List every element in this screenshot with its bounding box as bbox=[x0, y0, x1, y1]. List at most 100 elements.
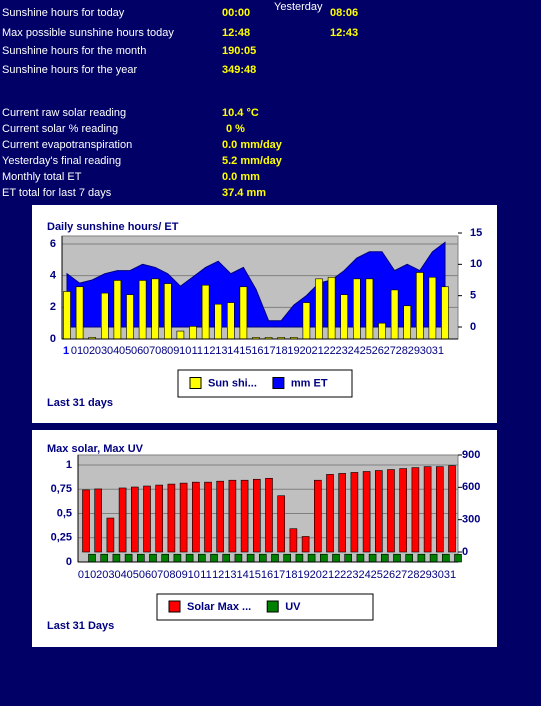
bar bbox=[319, 553, 328, 563]
y2-tick-label: 15 bbox=[470, 227, 482, 239]
bar bbox=[222, 553, 230, 563]
bar bbox=[454, 553, 462, 563]
bar bbox=[143, 485, 151, 553]
bar bbox=[94, 488, 102, 553]
stat-value: 12:48 bbox=[222, 27, 251, 39]
x-tick-label: 22 bbox=[334, 569, 346, 581]
y-tick-label: 0 bbox=[66, 556, 72, 568]
y-tick-label: 6 bbox=[50, 238, 56, 250]
legend-box bbox=[156, 593, 374, 621]
x-tick-label: 18 bbox=[285, 569, 297, 581]
bar bbox=[234, 553, 243, 563]
bar bbox=[403, 305, 412, 340]
stat-value: 0.0 mm bbox=[222, 171, 260, 183]
bar bbox=[338, 473, 347, 553]
stat-label: Current raw solar reading bbox=[2, 107, 127, 119]
bar bbox=[101, 292, 109, 340]
legend-label: Sun shi... bbox=[208, 377, 257, 389]
x-tick-label: 08 bbox=[155, 345, 167, 357]
bar bbox=[332, 553, 340, 563]
yesterday-header: Yesterday bbox=[274, 1, 323, 13]
bar bbox=[271, 553, 279, 563]
bar bbox=[173, 553, 182, 563]
bar bbox=[149, 553, 157, 563]
legend-swatch bbox=[266, 600, 279, 613]
bar bbox=[63, 291, 71, 340]
legend-swatch bbox=[168, 600, 181, 613]
x-tick-label: 31 bbox=[432, 345, 444, 357]
bar bbox=[441, 286, 449, 340]
x-tick-label: 25 bbox=[371, 569, 383, 581]
bar bbox=[204, 481, 212, 553]
bar bbox=[189, 326, 197, 340]
bar bbox=[164, 283, 172, 340]
y2-tick-label: 600 bbox=[462, 481, 480, 493]
x-tick-label: 21 bbox=[322, 569, 334, 581]
stat-value: 00:00 bbox=[222, 7, 251, 19]
bar bbox=[258, 553, 267, 563]
x-tick-label: 19 bbox=[297, 569, 309, 581]
stat-value: 349:48 bbox=[222, 64, 257, 76]
bar bbox=[365, 278, 374, 340]
bar bbox=[137, 553, 145, 563]
stat-yesterday: 08:06 bbox=[330, 7, 359, 19]
bar bbox=[246, 553, 255, 563]
x-tick-label: 26 bbox=[383, 569, 395, 581]
bar bbox=[405, 553, 414, 563]
stat-label: Current solar % reading bbox=[2, 123, 119, 135]
bar bbox=[277, 495, 286, 553]
x-tick-label: 16 bbox=[261, 569, 273, 581]
x-tick-label: 15 bbox=[239, 345, 251, 357]
bar bbox=[167, 483, 176, 553]
x-tick-label: 26 bbox=[372, 345, 384, 357]
bar bbox=[198, 553, 206, 563]
bar bbox=[393, 553, 401, 563]
bar bbox=[313, 479, 322, 553]
legend-label: mm ET bbox=[291, 377, 328, 389]
x-tick-label: 03 bbox=[95, 345, 107, 357]
bar bbox=[131, 486, 139, 553]
bar bbox=[253, 478, 261, 553]
x-tick-label: 24 bbox=[358, 569, 370, 581]
x-tick-label: 06 bbox=[139, 569, 151, 581]
x-tick-label: 27 bbox=[395, 569, 407, 581]
stat-label: Current evapotranspiration bbox=[2, 139, 133, 151]
bar bbox=[429, 553, 438, 563]
bar bbox=[289, 528, 298, 553]
x-tick-label: 10 bbox=[179, 345, 191, 357]
stat-value: 10.4 °C bbox=[222, 107, 259, 119]
x-tick-label: 11 bbox=[192, 345, 203, 357]
bar bbox=[214, 303, 222, 340]
y2-tick-label: 300 bbox=[462, 514, 480, 526]
bar bbox=[350, 472, 359, 553]
x-tick-label: 15 bbox=[249, 569, 261, 581]
stat-label: ET total for last 7 days bbox=[2, 187, 112, 199]
bar bbox=[378, 322, 386, 340]
bar bbox=[435, 466, 444, 553]
x-tick-label: 05 bbox=[127, 569, 139, 581]
bar bbox=[283, 553, 292, 563]
bar bbox=[368, 553, 377, 563]
y2-tick-label: 10 bbox=[470, 258, 482, 270]
bar bbox=[340, 294, 349, 340]
stat-label: Sunshine hours for today bbox=[2, 7, 125, 19]
x-tick-label: 10 bbox=[188, 569, 200, 581]
stat-label: Yesterday's final reading bbox=[2, 155, 122, 167]
y-tick-label: 1 bbox=[66, 459, 72, 471]
y-tick-label: 0 bbox=[50, 333, 56, 345]
stat-label: Sunshine hours for the year bbox=[2, 64, 138, 76]
legend-label: Solar Max ... bbox=[187, 601, 251, 613]
x-tick-label: 30 bbox=[432, 569, 444, 581]
bar bbox=[100, 553, 108, 563]
bar bbox=[192, 481, 200, 553]
bar bbox=[302, 302, 311, 340]
bar bbox=[428, 276, 437, 340]
stat-value: 0.0 mm/day bbox=[222, 139, 282, 151]
bar bbox=[417, 553, 426, 563]
stat-value: 5.2 mm/day bbox=[222, 155, 282, 167]
y-tick-label: 2 bbox=[50, 301, 56, 313]
bar bbox=[387, 469, 395, 553]
bar bbox=[75, 286, 84, 340]
x-tick-label: 12 bbox=[212, 569, 224, 581]
